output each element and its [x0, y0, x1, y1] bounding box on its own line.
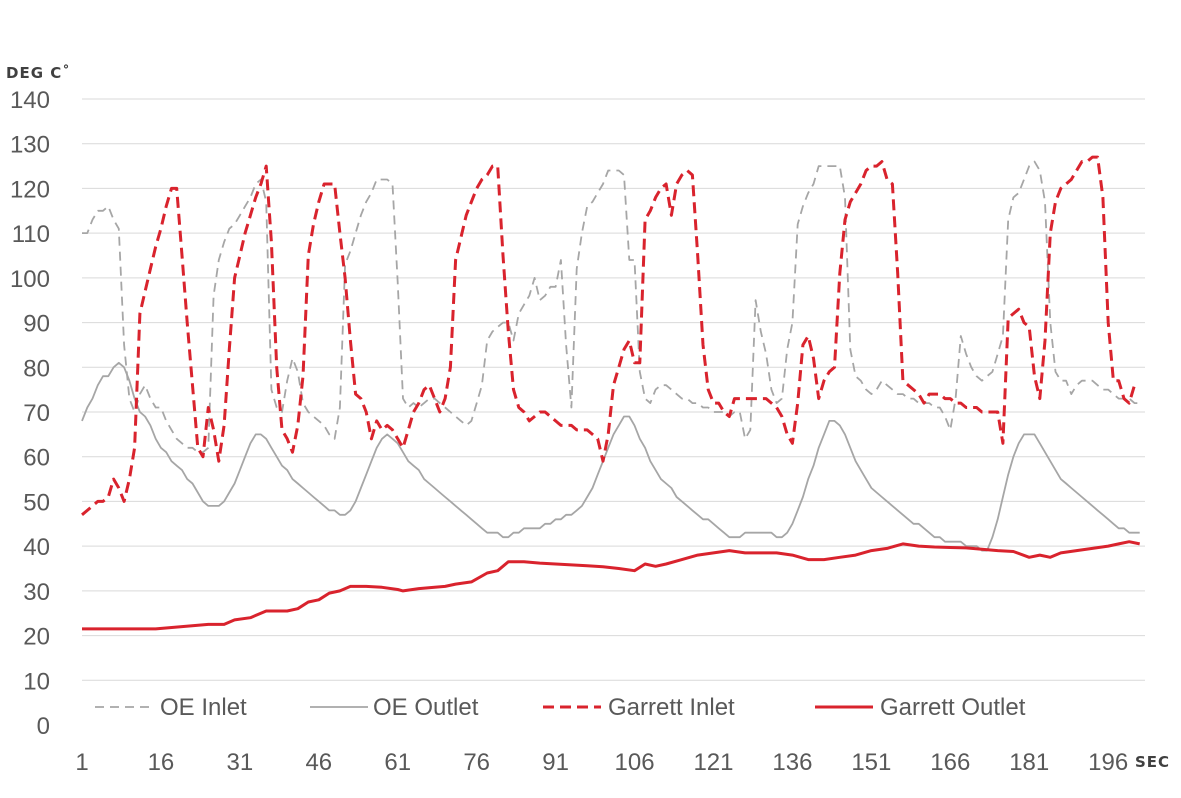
x-tick-label: 181	[1009, 749, 1049, 776]
y-tick-label: 140	[10, 87, 50, 114]
x-tick-label: 31	[227, 749, 254, 776]
x-tick-label: 196	[1088, 749, 1128, 776]
y-tick-label: 110	[12, 221, 50, 248]
series-lines	[81, 155, 1141, 631]
y-tick-label: 10	[23, 668, 50, 695]
x-tick-label: 121	[693, 749, 733, 776]
x-tick-label: 151	[851, 749, 891, 776]
legend: OE Inlet OE Outlet Garrett Inlet Garrett Ou…	[84, 688, 1089, 726]
y-tick-label: 20	[23, 624, 50, 651]
x-tick-label: 136	[772, 749, 812, 776]
y-tick-label: 40	[23, 534, 50, 561]
y-tick-label: 120	[10, 176, 50, 203]
x-tick-label: 1	[75, 749, 88, 776]
x-axis-unit-label: SEC	[1135, 753, 1170, 771]
y-tick-label: 60	[23, 445, 50, 472]
grid-lines	[82, 98, 1145, 681]
x-axis-ticks: 1 16 31 46 61 76 91 106 121 136 151 166 181 196	[75, 749, 1128, 776]
series-line-garrett-inlet	[81, 155, 1136, 516]
x-tick-label: 16	[148, 749, 175, 776]
y-tick-label: 50	[23, 489, 50, 516]
series-line-garrett-outlet	[82, 540, 1141, 631]
legend-label: Garrett Inlet	[608, 694, 735, 721]
x-tick-label: 106	[615, 749, 655, 776]
y-tick-label: 80	[23, 355, 50, 382]
x-tick-label: 46	[305, 749, 332, 776]
series-line-oe-inlet	[82, 160, 1140, 454]
y-tick-label: 30	[23, 579, 50, 606]
y-tick-label: 0	[37, 713, 50, 740]
x-tick-label: 76	[463, 749, 490, 776]
y-tick-label: 90	[23, 311, 50, 338]
y-axis-ticks: 0 10 20 30 40 50 60 70 80 90 100 110 120 130 140	[10, 87, 50, 740]
x-tick-label: 61	[384, 749, 411, 776]
y-tick-label: 130	[10, 132, 50, 159]
x-tick-label: 91	[542, 749, 569, 776]
x-tick-label: 166	[930, 749, 970, 776]
series-line-oe-outlet	[81, 361, 1140, 552]
legend-label: OE Outlet	[373, 694, 479, 721]
y-axis-unit-label: DEG C˚	[6, 64, 71, 82]
legend-label: OE Inlet	[160, 694, 247, 721]
legend-label: Garrett Outlet	[880, 694, 1026, 721]
y-tick-label: 100	[10, 266, 50, 293]
y-tick-label: 70	[23, 400, 50, 427]
